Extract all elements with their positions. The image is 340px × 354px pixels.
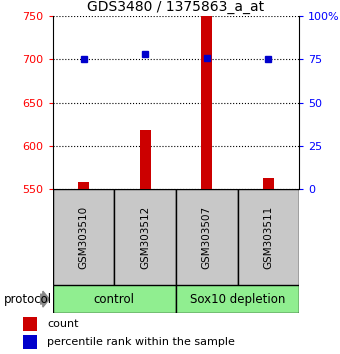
Bar bbox=[140, 130, 151, 189]
FancyArrow shape bbox=[40, 291, 49, 307]
Bar bbox=[53, 189, 114, 285]
Title: GDS3480 / 1375863_a_at: GDS3480 / 1375863_a_at bbox=[87, 0, 265, 13]
Text: protocol: protocol bbox=[3, 293, 52, 306]
Text: percentile rank within the sample: percentile rank within the sample bbox=[47, 337, 235, 347]
Text: GSM303507: GSM303507 bbox=[202, 206, 212, 269]
Text: Sox10 depletion: Sox10 depletion bbox=[190, 293, 285, 306]
Bar bbox=[114, 189, 176, 285]
Bar bbox=[201, 16, 212, 189]
Bar bbox=[263, 178, 274, 189]
Bar bbox=[23, 317, 37, 331]
Text: GSM303512: GSM303512 bbox=[140, 206, 150, 269]
Text: GSM303510: GSM303510 bbox=[79, 206, 88, 269]
Bar bbox=[23, 335, 37, 349]
Bar bbox=[53, 285, 176, 313]
Bar bbox=[176, 189, 238, 285]
Bar bbox=[176, 285, 299, 313]
Text: count: count bbox=[47, 319, 79, 329]
Text: GSM303511: GSM303511 bbox=[264, 206, 273, 269]
Bar bbox=[238, 189, 299, 285]
Text: control: control bbox=[94, 293, 135, 306]
Bar bbox=[78, 182, 89, 189]
